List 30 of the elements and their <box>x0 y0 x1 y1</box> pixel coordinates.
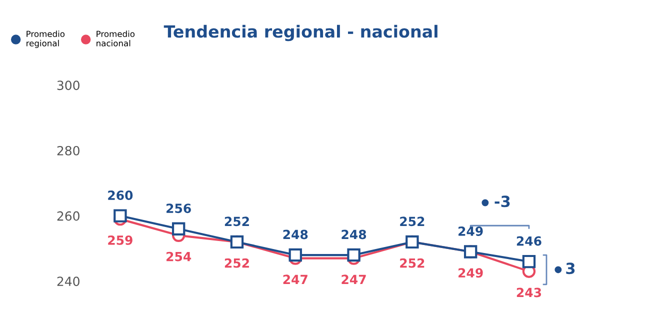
point <box>114 209 127 222</box>
point <box>347 248 360 262</box>
data-label: 248 <box>283 230 308 240</box>
data-label: 246 <box>516 236 542 246</box>
data-label: 252 <box>224 216 249 226</box>
data-label: 254 <box>166 252 192 262</box>
data-label: 249 <box>458 226 483 236</box>
legend-label: Promedio nacional <box>96 30 135 46</box>
annotation: -3 <box>494 196 510 208</box>
data-label: 252 <box>400 216 424 226</box>
data-label: 247 <box>283 274 308 284</box>
point <box>172 222 186 236</box>
data-label: 252 <box>400 258 424 268</box>
data-label: 248 <box>342 230 366 240</box>
data-label: 256 <box>166 204 191 214</box>
data-label: 249 <box>458 268 483 278</box>
point <box>288 248 302 262</box>
text: 3 <box>566 262 575 274</box>
point <box>522 254 536 268</box>
data-label: 243 <box>516 288 542 298</box>
y-tick-label: 240 <box>57 276 80 286</box>
y-tick-label: 260 <box>57 211 80 221</box>
y-tick-label: 300 <box>57 80 80 90</box>
data-label: 247 <box>342 274 366 284</box>
legend-label: Promedio regional <box>26 30 65 48</box>
data-label: 259 <box>108 235 132 245</box>
data-label: 252 <box>224 258 249 268</box>
chart-title: Tendencia regional - nacional <box>164 24 438 42</box>
y-tick-label: 280 <box>57 146 80 156</box>
data-label: 260 <box>108 190 133 200</box>
